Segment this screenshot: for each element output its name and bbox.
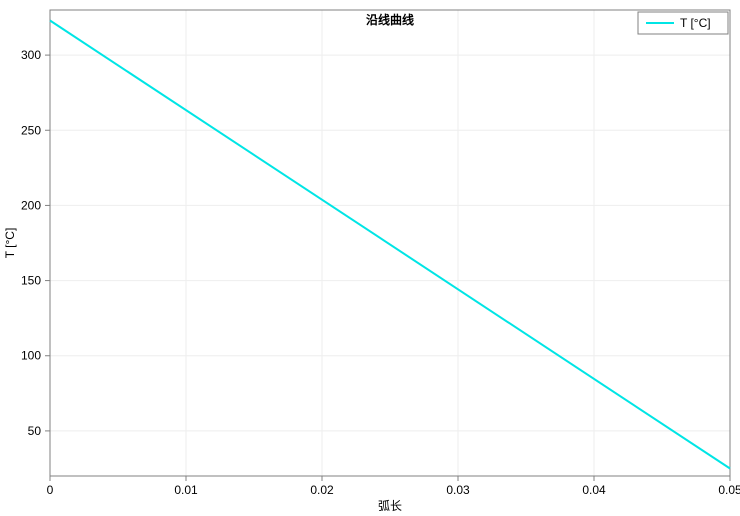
x-tick-label: 0.01 xyxy=(174,483,198,497)
chart-title: 沿线曲线 xyxy=(365,12,414,27)
y-tick-label: 50 xyxy=(28,424,42,438)
y-tick-label: 100 xyxy=(21,349,41,363)
y-tick-label: 250 xyxy=(21,123,41,137)
y-tick-label: 150 xyxy=(21,274,41,288)
y-tick-label: 300 xyxy=(21,48,41,62)
y-axis-label: T [°C] xyxy=(3,228,17,259)
x-tick-label: 0.03 xyxy=(446,483,470,497)
legend: T [°C] xyxy=(638,12,728,34)
x-tick-label: 0.05 xyxy=(718,483,740,497)
chart-background xyxy=(0,0,740,516)
line-chart: 0 0.01 0.02 0.03 0.04 0.05 50 100 150 200 250 300 沿线… xyxy=(0,0,740,516)
x-axis-label: 弧长 xyxy=(378,499,402,513)
y-tick-label: 200 xyxy=(21,198,41,212)
x-tick-label: 0.02 xyxy=(310,483,334,497)
legend-label: T [°C] xyxy=(680,16,711,30)
x-tick-label: 0 xyxy=(47,483,54,497)
chart-container: 0 0.01 0.02 0.03 0.04 0.05 50 100 150 200 250 300 沿线… xyxy=(0,0,740,516)
x-tick-label: 0.04 xyxy=(582,483,606,497)
